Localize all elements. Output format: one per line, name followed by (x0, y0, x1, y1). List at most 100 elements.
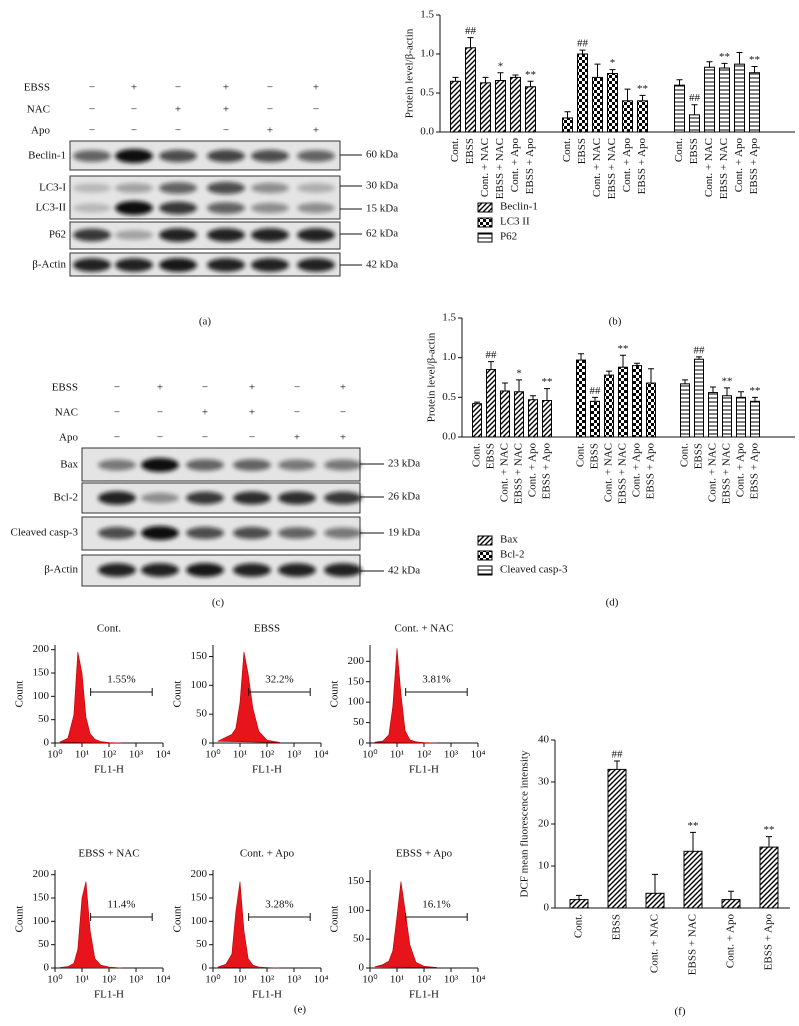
x-tick-label: 10⁴ (314, 974, 329, 986)
condition-sign: − (267, 104, 273, 116)
bar (562, 117, 573, 133)
y-tick-label: 200 (33, 643, 50, 655)
blot-band (141, 458, 179, 472)
legend-label: Beclin-1 (500, 201, 538, 213)
blot-band (186, 526, 224, 540)
bar (514, 391, 524, 438)
panel-label: (a) (199, 316, 212, 328)
x-tick-label: Cont. + Apo (725, 914, 737, 969)
gate-label: 1.55% (107, 674, 135, 686)
condition-sign: + (131, 82, 137, 94)
x-tick-label: 10³ (287, 749, 302, 761)
significance-mark: * (498, 60, 504, 72)
condition-sign: − (294, 407, 300, 419)
blot-band (278, 491, 316, 505)
condition-sign: + (223, 104, 229, 116)
kda-label: 19 kDa (388, 527, 420, 539)
error-bar (639, 94, 646, 101)
error-bar (682, 379, 688, 384)
blot-band (324, 491, 362, 505)
bar (450, 80, 461, 133)
x-tick-label: 10⁰ (205, 974, 221, 986)
y-axis-label: Count (172, 681, 184, 708)
significance-mark: ** (637, 83, 648, 95)
error-bar (530, 395, 536, 400)
y-tick-label: 1.0 (442, 351, 456, 363)
legend-swatch (477, 565, 493, 576)
y-tick-label: 0 (544, 902, 550, 914)
panel-label: (e) (294, 1004, 307, 1016)
gate-bracket (405, 688, 468, 697)
error-bar (728, 890, 734, 900)
bar (622, 100, 633, 133)
x-tick-label: Cont. + NAC (703, 138, 715, 197)
error-bar (752, 396, 758, 402)
x-tick-label: Cont. (561, 138, 573, 162)
x-tick-label: Cont. + Apo (631, 443, 643, 498)
bar (645, 892, 665, 909)
x-tick-label: EBSS (611, 914, 623, 940)
bar (674, 84, 685, 133)
condition-sign: + (313, 125, 319, 137)
condition-label: NAC (27, 104, 50, 116)
x-tick-label: 10² (102, 974, 117, 986)
blot-band (233, 459, 271, 471)
panel-label: (d) (606, 597, 619, 609)
bar (528, 399, 538, 438)
blot-band (251, 149, 289, 163)
x-tick-label: 10¹ (233, 749, 247, 761)
legend-swatch (477, 202, 493, 213)
condition-label: Apo (59, 432, 78, 444)
x-tick-label: EBSS (576, 138, 588, 164)
blot-band (251, 228, 289, 242)
blot-band (278, 527, 316, 539)
gate-label: 3.81% (422, 674, 450, 686)
blot-band (186, 459, 224, 471)
blot-band (159, 201, 197, 215)
histogram-area (59, 881, 122, 969)
x-tick-label: Cont. (471, 443, 483, 467)
error-bar (564, 111, 571, 118)
error-bar (502, 382, 508, 391)
significance-mark: ## (486, 349, 498, 361)
error-bar (766, 836, 772, 848)
condition-label: EBSS (52, 382, 78, 394)
x-tick-label: EBSS + Apo (645, 443, 657, 500)
x-tick-label: EBSS + NAC (606, 138, 618, 199)
y-tick-label: 1.5 (420, 9, 434, 21)
bar (721, 899, 741, 909)
blot-band (297, 202, 335, 214)
x-tick-label: 10⁰ (362, 974, 378, 986)
bar (722, 395, 732, 438)
error-bar (527, 80, 534, 87)
bar (719, 67, 730, 133)
bar (637, 100, 648, 133)
bar (683, 850, 703, 909)
x-tick-label: EBSS + NAC (687, 914, 699, 975)
blot-strip (69, 175, 341, 220)
y-tick-label: 30 (538, 776, 550, 788)
gate-label: 11.4% (107, 899, 135, 911)
condition-sign: − (89, 125, 95, 137)
condition-sign: − (114, 382, 120, 394)
x-tick-label: Cont. + Apo (735, 443, 747, 498)
gate-bracket (248, 913, 311, 922)
blot-band (207, 258, 245, 272)
blot-band (207, 149, 245, 163)
row-label: Bcl-2 (54, 492, 78, 504)
plot-title: EBSS + NAC (78, 848, 139, 860)
blot-band (98, 526, 136, 540)
error-bar (482, 76, 489, 83)
bar (618, 366, 628, 438)
error-bar (751, 65, 758, 73)
bar (577, 53, 588, 133)
blot-band (324, 563, 362, 577)
condition-sign: − (157, 407, 163, 419)
condition-sign: − (89, 104, 95, 116)
blot-band (159, 228, 197, 242)
condition-sign: + (249, 382, 255, 394)
legend-swatch (477, 232, 493, 243)
blot-band (159, 149, 197, 163)
blot-band (141, 492, 179, 504)
y-axis-label: Count (14, 681, 26, 708)
